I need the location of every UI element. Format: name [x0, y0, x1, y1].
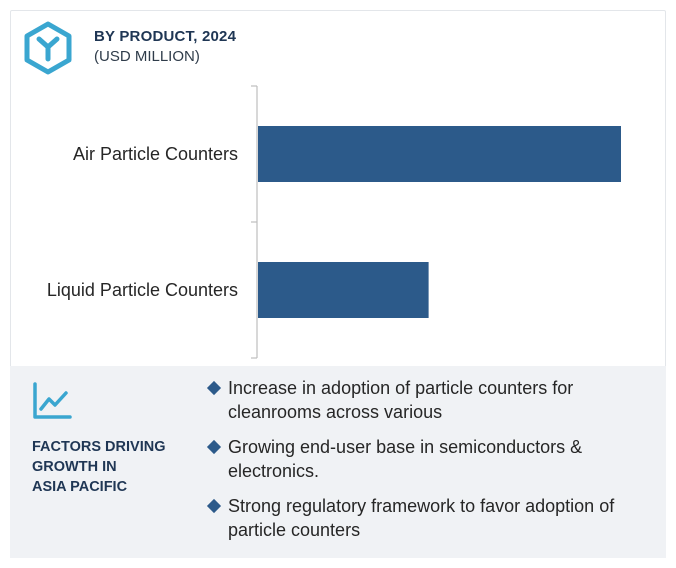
- diamond-bullet-icon: [206, 439, 222, 455]
- factors-panel: FACTORS DRIVING GROWTH IN ASIA PACIFIC I…: [10, 366, 666, 558]
- diamond-bullet-icon: [206, 498, 222, 514]
- factors-heading-line: FACTORS DRIVING: [32, 439, 166, 455]
- factors-list: Increase in adoption of particle counter…: [206, 376, 658, 553]
- hexagon-y-logo-icon: [24, 21, 72, 75]
- factor-text: Strong regulatory framework to favor ado…: [228, 496, 615, 540]
- factors-heading: FACTORS DRIVING GROWTH IN ASIA PACIFIC: [32, 437, 192, 497]
- factor-item: Growing end-user base in semiconductors …: [206, 435, 658, 483]
- bar: [258, 262, 429, 318]
- factors-heading-line: ASIA PACIFIC: [32, 479, 128, 495]
- factor-text: Increase in adoption of particle counter…: [228, 378, 574, 422]
- factor-item: Strong regulatory framework to favor ado…: [206, 494, 658, 542]
- bar-chart: Air Particle Counters Liquid Particle Cou…: [47, 85, 621, 359]
- factor-text: Growing end-user base in semiconductors …: [228, 437, 583, 481]
- factor-item: Increase in adoption of particle counter…: [206, 376, 658, 424]
- trend-chart-icon: [33, 382, 72, 419]
- chart-subtitle: (USD MILLION): [94, 48, 200, 65]
- bar: [258, 126, 621, 182]
- category-label: Liquid Particle Counters: [47, 280, 238, 300]
- category-label: Air Particle Counters: [73, 144, 238, 164]
- chart-title: BY PRODUCT, 2024: [94, 28, 237, 45]
- factors-heading-line: GROWTH IN: [32, 459, 117, 475]
- diamond-bullet-icon: [206, 380, 222, 396]
